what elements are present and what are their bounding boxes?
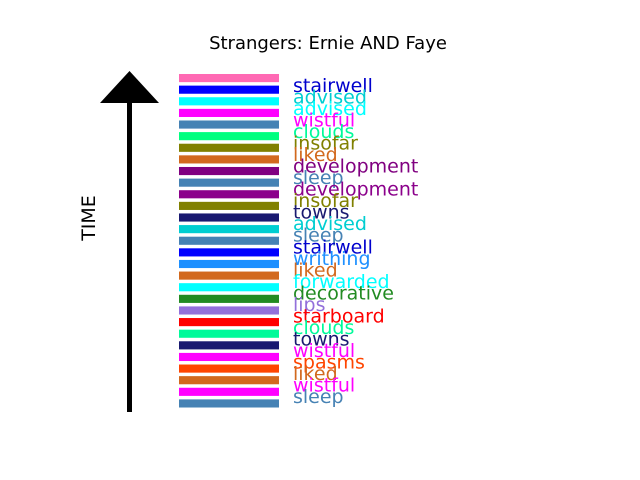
time-stripe bbox=[179, 271, 279, 280]
time-stripe bbox=[179, 201, 279, 210]
time-stripe bbox=[179, 166, 279, 176]
time-stripe bbox=[179, 178, 279, 187]
word-label: sleep bbox=[293, 225, 344, 247]
word-label: advised bbox=[293, 98, 367, 120]
word-labels: stairwelladvisedadvisedwistfulcloudsinso… bbox=[293, 75, 418, 408]
word-label: insofar bbox=[293, 190, 358, 212]
word-label: liked bbox=[293, 144, 338, 166]
time-stripe bbox=[179, 329, 279, 338]
word-label: sleep bbox=[293, 167, 344, 189]
time-stripe bbox=[179, 190, 279, 199]
word-label: decorative bbox=[293, 282, 394, 304]
chart-title: Strangers: Ernie AND Faye bbox=[209, 33, 447, 54]
time-stripe bbox=[179, 155, 279, 164]
time-stripe bbox=[179, 283, 279, 292]
time-stripe bbox=[179, 248, 279, 257]
word-label: towns bbox=[293, 202, 350, 224]
time-stripe bbox=[179, 143, 279, 152]
word-label: advised bbox=[293, 213, 367, 235]
time-arrow bbox=[100, 71, 159, 412]
time-stripe bbox=[179, 120, 279, 129]
stripe-bar bbox=[179, 74, 279, 408]
word-label: writhing bbox=[293, 248, 371, 270]
time-stripe bbox=[179, 306, 279, 315]
word-label: sleep bbox=[293, 386, 344, 408]
word-label: starboard bbox=[293, 305, 385, 327]
word-label: wistful bbox=[293, 374, 355, 396]
word-label: spasms bbox=[293, 351, 365, 373]
word-label: liked bbox=[293, 363, 338, 385]
word-label: insofar bbox=[293, 133, 358, 155]
word-label: lips bbox=[293, 294, 326, 316]
time-axis-label: TIME bbox=[78, 195, 100, 242]
word-label: development bbox=[293, 156, 418, 178]
word-label: clouds bbox=[293, 121, 354, 143]
time-stripe bbox=[179, 387, 279, 396]
word-label: liked bbox=[293, 259, 338, 281]
word-label: forwarded bbox=[293, 271, 390, 293]
time-stripe bbox=[179, 399, 279, 408]
word-label: stairwell bbox=[293, 236, 373, 258]
time-stripe bbox=[179, 259, 279, 269]
word-label: wistful bbox=[293, 110, 355, 132]
time-stripe bbox=[179, 108, 279, 117]
word-label: development bbox=[293, 179, 418, 201]
time-stripe bbox=[179, 376, 279, 385]
time-stripe bbox=[179, 97, 279, 106]
time-stripe bbox=[179, 225, 279, 234]
time-stripe bbox=[179, 294, 279, 303]
word-label: advised bbox=[293, 87, 367, 109]
time-stripe bbox=[179, 132, 279, 141]
time-stripe bbox=[179, 85, 279, 94]
time-stripe bbox=[179, 364, 279, 373]
time-stripe bbox=[179, 341, 279, 350]
word-label: stairwell bbox=[293, 75, 373, 97]
word-label: clouds bbox=[293, 317, 354, 339]
word-label: towns bbox=[293, 328, 350, 350]
time-stripe bbox=[179, 318, 279, 327]
time-stripe bbox=[179, 352, 279, 362]
time-stripe bbox=[179, 213, 279, 222]
time-arrow-head bbox=[100, 71, 159, 103]
word-label: wistful bbox=[293, 340, 355, 362]
time-stripe bbox=[179, 236, 279, 245]
time-stripe bbox=[179, 74, 279, 83]
